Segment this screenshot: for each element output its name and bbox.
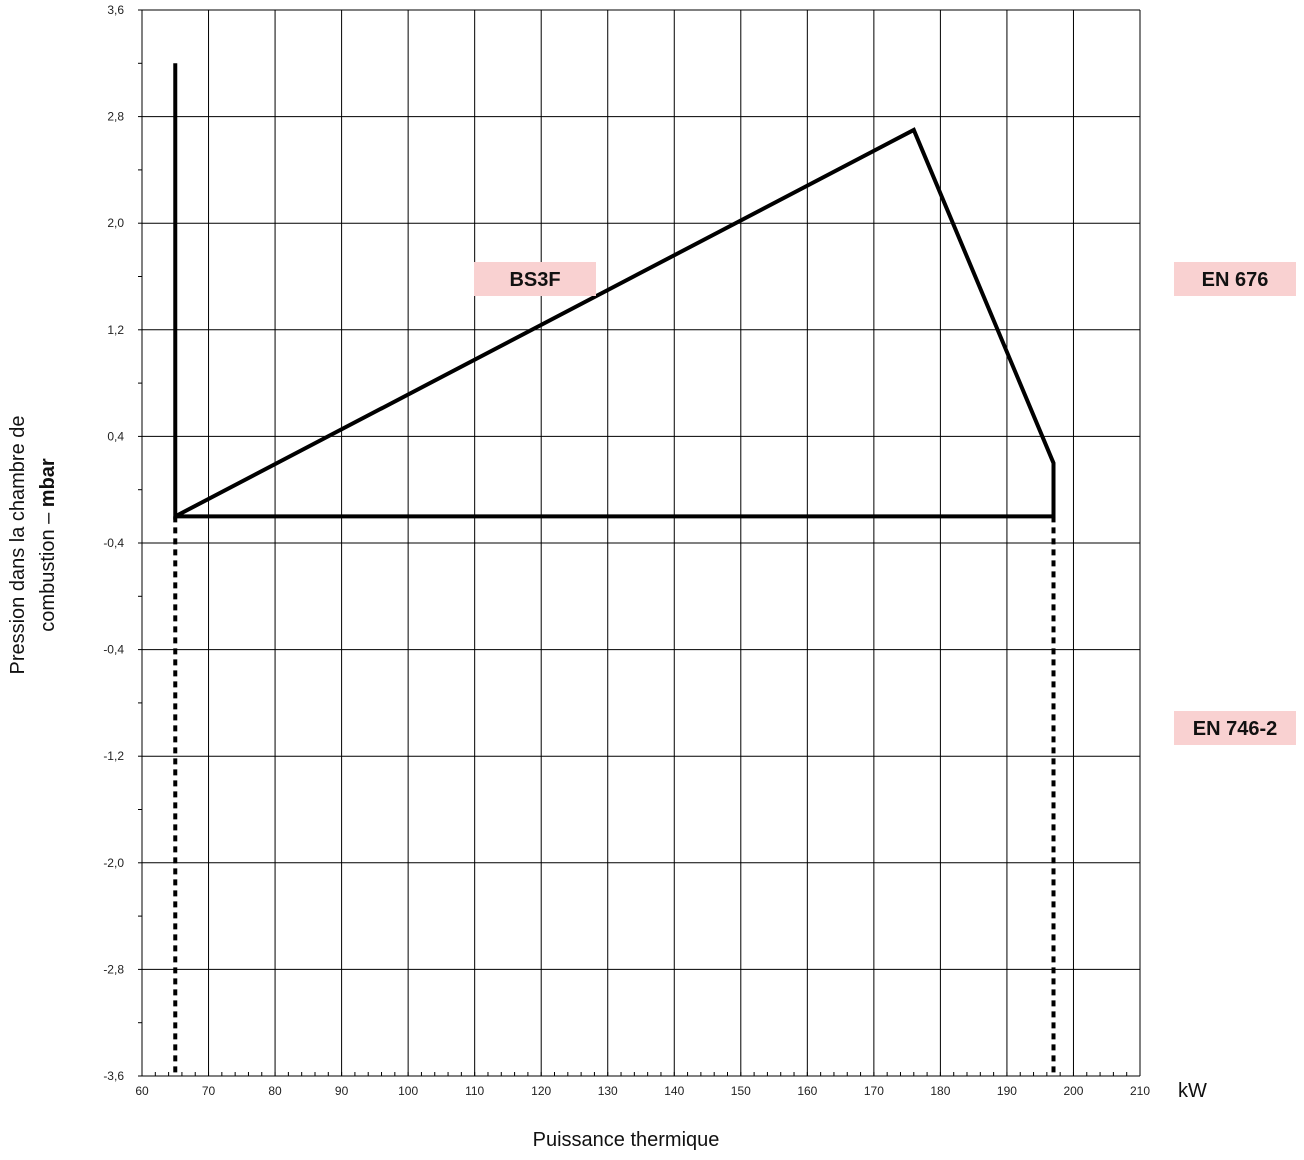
y-tick-label: -0,4: [103, 643, 124, 657]
annotation-bs3f: BS3F: [474, 262, 596, 296]
y-tick-label: -2,8: [103, 962, 124, 976]
x-tick-labels: 60 70 80 90 100 110 120 130 140 150 160 170 180 190 20…: [135, 1084, 1150, 1098]
annotation-bs3f-bg: [474, 262, 596, 296]
y-tick-label: -2,0: [103, 856, 124, 870]
x-tick-label: 140: [664, 1084, 684, 1098]
annotation-en746-2-text: EN 746-2: [1193, 718, 1278, 740]
x-tick-label: 150: [731, 1084, 751, 1098]
x-tick-label: 190: [997, 1084, 1017, 1098]
x-tick-label: 120: [531, 1084, 551, 1098]
y-tick-label: 0,4: [107, 429, 124, 443]
annotation-bs3f-text: BS3F: [509, 269, 560, 291]
y-tick-label: -3,6: [103, 1069, 124, 1083]
series-layer: [173, 63, 1056, 1076]
x-tick-label: 170: [864, 1084, 884, 1098]
x-tick-label: 160: [797, 1084, 817, 1098]
y-tick-label: 1,2: [107, 323, 124, 337]
x-tick-label: 210: [1130, 1084, 1150, 1098]
x-tick-label: 90: [335, 1084, 349, 1098]
y-axis-title-line2: combustion – mbar: [37, 458, 59, 632]
x-tick-label: 100: [398, 1084, 418, 1098]
y-axis-title-regular: combustion –: [37, 507, 59, 632]
y-tick-label: -1,2: [103, 749, 124, 763]
y-tick-label: 2,0: [107, 216, 124, 230]
x-tick-label: 80: [268, 1084, 282, 1098]
x-tick-label: 60: [135, 1084, 149, 1098]
x-unit-label: kW: [1178, 1080, 1207, 1102]
y-axis-title-line1: Pression dans la chambre de: [7, 415, 29, 674]
x-tick-label: 200: [1063, 1084, 1083, 1098]
grid: [141, 9, 1141, 1077]
annotation-en676: EN 676: [1174, 262, 1296, 296]
x-tick-label: 70: [202, 1084, 216, 1098]
minor-ticks: [138, 9, 1141, 1077]
x-tick-label: 110: [465, 1084, 484, 1098]
y-tick-labels: 3,6 2,8 2,0 1,2 0,4 -0,4 -0,4 -1,2 -2,0 -2,8 -3,6: [103, 3, 124, 1083]
x-tick-label: 180: [930, 1084, 950, 1098]
x-tick-label: 130: [598, 1084, 618, 1098]
y-tick-label: 2,8: [107, 110, 124, 124]
y-tick-label: -0,4: [103, 536, 124, 550]
x-axis-title: Puissance thermique: [533, 1129, 720, 1151]
annotation-en746-2-bg: [1174, 711, 1296, 745]
annotation-en676-bg: [1174, 262, 1296, 296]
y-axis-title: Pression dans la chambre de combustion –…: [7, 415, 59, 674]
y-axis-title-unit: mbar: [37, 458, 59, 507]
annotation-en676-text: EN 676: [1202, 269, 1269, 291]
annotation-en746-2: EN 746-2: [1174, 711, 1296, 745]
y-tick-label: 3,6: [107, 3, 124, 17]
series-line-working-field: [173, 63, 1056, 520]
